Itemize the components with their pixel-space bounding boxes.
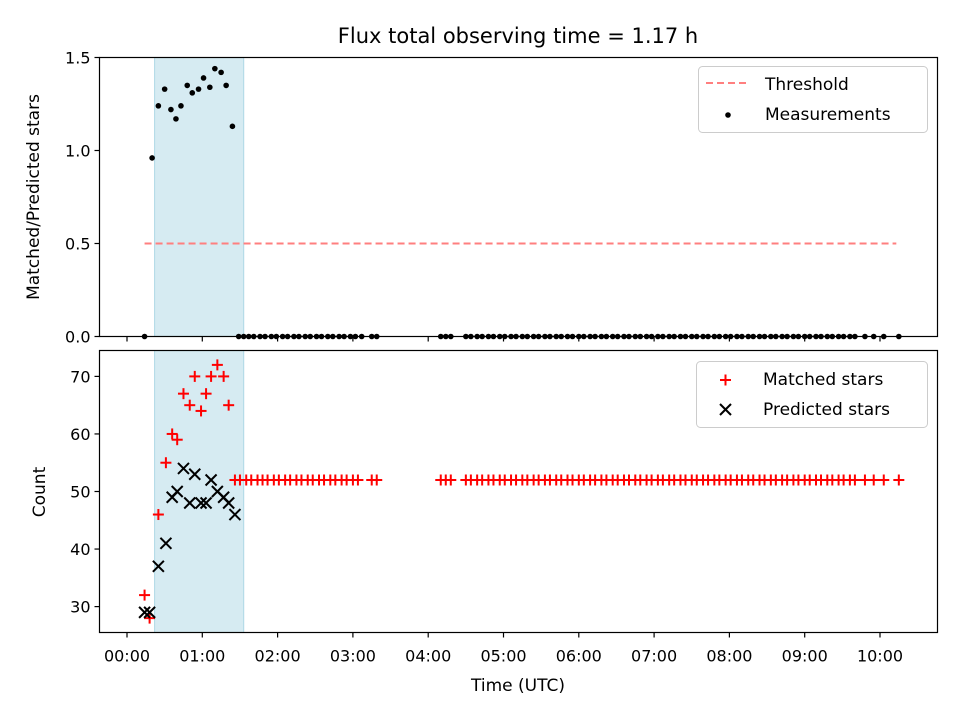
- top-highlight-span: [154, 57, 245, 337]
- matched-point-3: [160, 457, 172, 469]
- matched-point-9: [195, 405, 207, 417]
- measurement-point-2: [155, 103, 162, 109]
- matched-point-112: [849, 474, 861, 486]
- bottom-y-axis-label: Count: [30, 466, 50, 517]
- x-tick-label-4: 04:00: [405, 647, 451, 666]
- matched-point-2: [152, 509, 164, 521]
- matched-point-8: [189, 370, 201, 382]
- measurement-point-4: [168, 106, 174, 113]
- legend-matched-swatch: [720, 374, 731, 386]
- legend-threshold-label: Threshold: [764, 75, 849, 95]
- highlight-span-bottom: [154, 350, 245, 633]
- predicted-point-5: [170, 485, 184, 498]
- predicted-point-2: [152, 560, 165, 573]
- top-y-tick-label-3: 1.5: [65, 49, 90, 68]
- predicted-point-3: [159, 537, 173, 550]
- predicted-point-15: [228, 508, 242, 521]
- measurement-point-1: [149, 155, 155, 161]
- matched-point-12: [211, 359, 223, 371]
- measurement-point-11: [207, 84, 213, 91]
- x-tick-label-9: 09:00: [782, 647, 828, 666]
- predicted-point-7: [183, 496, 196, 510]
- measurement-point-6: [178, 103, 184, 109]
- legend-matched-label: Matched stars: [763, 370, 883, 390]
- chart-title: Flux total observing time = 1.17 h: [338, 24, 698, 48]
- measurement-point-14: [223, 82, 229, 89]
- matched-point-116: [893, 474, 905, 486]
- matched-point-37: [352, 474, 364, 486]
- x-tick-label-2: 02:00: [255, 647, 301, 666]
- legend-predicted-swatch: [719, 403, 732, 416]
- legend-measurements-swatch: [725, 112, 731, 118]
- top-legend: Threshold Measurements: [698, 66, 928, 133]
- matched-point-10: [200, 388, 212, 400]
- measurement-point-7: [184, 82, 191, 89]
- matched-point-4: [166, 428, 178, 440]
- bottom-legend: Matched stars Predicted stars: [696, 361, 928, 428]
- bottom-y-ticks: 30 40 50 60 70: [70, 367, 100, 617]
- measurement-point-15: [229, 123, 236, 130]
- predicted-point-0: [138, 606, 151, 619]
- legend-predicted-label: Predicted stars: [763, 400, 890, 420]
- top-panel: 0.0 0.5 1.0 1.5 Matched/Predicted stars Thr…: [24, 49, 939, 347]
- x-tick-label-0: 00:00: [104, 647, 150, 666]
- x-tick-label-7: 07:00: [631, 647, 677, 666]
- measurement-point-12: [212, 65, 218, 72]
- predicted-point-9: [194, 496, 208, 510]
- matched-point-6: [177, 388, 189, 400]
- measurement-point-5: [173, 116, 179, 122]
- x-tick-label-1: 01:00: [179, 647, 225, 666]
- bottom-y-tick-label-0: 30: [70, 598, 90, 617]
- predicted-point-6: [177, 462, 190, 475]
- top-y-ticks: 0.0 0.5 1.0 1.5: [65, 49, 100, 347]
- measurement-point-8: [189, 90, 196, 96]
- matched-point-42: [445, 474, 457, 486]
- measurement-point-3: [161, 86, 168, 92]
- matched-point-0: [139, 589, 151, 601]
- legend-measurements-label: Measurements: [765, 105, 891, 125]
- bottom-y-tick-label-4: 70: [70, 367, 90, 386]
- matched-point-11: [205, 370, 217, 382]
- top-y-axis-label: Matched/Predicted stars: [24, 94, 44, 300]
- matched-point-5: [171, 434, 183, 446]
- predicted-point-11: [204, 473, 218, 487]
- measurement-point-9: [195, 86, 202, 92]
- bottom-marks: [138, 359, 905, 624]
- x-tick-label-5: 05:00: [480, 647, 526, 666]
- top-y-tick-label-2: 1.0: [65, 142, 90, 161]
- predicted-point-14: [222, 496, 235, 510]
- bottom-panel: 30 40 50 60 70 00:00 01:00 02:00 03:00 04:00 05:0…: [30, 349, 939, 696]
- bottom-legend-box: [696, 361, 928, 428]
- bottom-y-tick-label-1: 40: [70, 540, 90, 559]
- measurement-point-13: [218, 69, 224, 76]
- x-tick-label-3: 03:00: [330, 647, 376, 666]
- x-tick-label-10: 10:00: [857, 647, 903, 666]
- matched-point-7: [184, 399, 196, 411]
- matched-point-14: [223, 399, 235, 411]
- highlight-span-top: [154, 57, 245, 337]
- predicted-point-8: [188, 468, 201, 481]
- matched-point-13: [218, 370, 230, 382]
- bottom-highlight-span: [154, 350, 245, 633]
- measurement-point-10: [200, 75, 207, 81]
- top-axes-frame: [98, 56, 939, 338]
- bottom-x-ticks: 00:00 01:00 02:00 03:00 04:00 05:00 06:00 07:00…: [104, 632, 903, 666]
- matched-point-115: [878, 474, 890, 486]
- bottom-y-tick-label-2: 50: [70, 483, 90, 502]
- bottom-axes-frame: [98, 349, 939, 634]
- top-y-tick-label-0: 0.0: [65, 328, 90, 347]
- matched-point-114: [868, 474, 880, 486]
- predicted-point-1: [143, 606, 156, 619]
- x-tick-label-6: 06:00: [556, 647, 602, 666]
- matched-point-39: [371, 474, 383, 486]
- predicted-point-10: [199, 496, 213, 510]
- x-axis-label: Time (UTC): [470, 676, 565, 696]
- top-legend-box: [698, 66, 928, 133]
- top-y-tick-label-1: 0.5: [65, 235, 90, 254]
- x-tick-label-8: 08:00: [706, 647, 752, 666]
- bottom-y-tick-label-3: 60: [70, 425, 90, 444]
